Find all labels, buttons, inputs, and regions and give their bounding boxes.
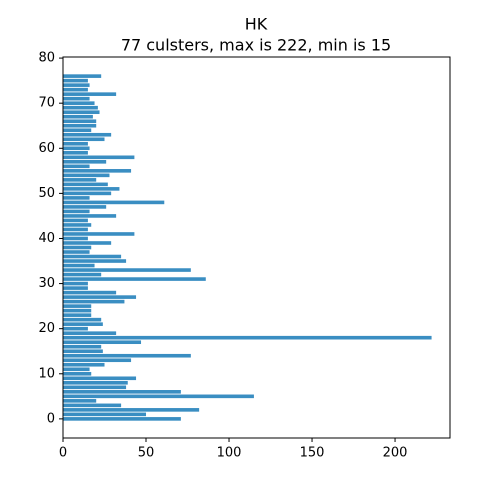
bar [63,344,102,349]
bar [63,214,117,218]
bar [63,74,102,78]
bar [63,281,88,286]
bar [63,250,90,254]
y-tick-label: 70 [38,96,55,111]
x-tick-label: 100 [217,446,242,461]
bar [63,160,107,164]
bar [63,173,110,178]
bar [63,295,137,299]
bar [63,218,88,223]
y-tick-label: 80 [38,51,55,66]
bar [63,390,181,394]
bar [63,403,122,408]
y-tick-label: 50 [38,186,55,201]
x-tick-label: 200 [383,446,408,461]
bar [63,331,117,335]
bar [63,308,92,313]
chart-subtitle: 77 culsters, max is 222, min is 15 [121,36,391,55]
bar [63,141,88,146]
bar [63,137,105,142]
bar [63,259,127,263]
bar [63,92,117,96]
bar [63,371,92,376]
bar [63,182,108,187]
bar [63,200,165,205]
bar [63,132,112,137]
bar [63,187,120,191]
y-tick-label: 30 [38,276,55,291]
bar [63,304,92,308]
bar [63,191,112,196]
bar [63,227,88,232]
bar [63,286,88,290]
bar [63,223,92,227]
y-tick-label: 20 [38,321,55,336]
bar [63,110,100,115]
bar [63,128,92,133]
bar [63,101,95,105]
x-tick-label: 50 [138,446,155,461]
bar [63,399,97,403]
chart-title: HK [245,15,268,34]
bar [63,114,93,119]
bar [63,412,147,417]
bar [63,87,88,92]
bar [63,353,191,358]
bar [63,394,254,399]
bar [63,196,90,200]
bar [63,245,92,250]
bar [63,272,102,277]
bar [63,367,90,372]
bar [63,209,90,214]
bar [63,277,206,281]
bar [63,317,102,322]
bar [63,123,97,128]
bar [63,376,137,381]
axes-frame [62,56,451,439]
bar [63,299,125,304]
bar [63,150,88,155]
bar [63,380,128,385]
bar [63,169,132,173]
bar [63,241,112,245]
bar [63,358,132,363]
bar [63,326,88,331]
bar [63,78,88,83]
y-tick-label: 40 [38,231,55,246]
bar [63,385,127,390]
bar [63,417,181,421]
bar [63,205,107,209]
bar [63,164,90,169]
bar [63,236,88,241]
bar [63,96,90,101]
bar [63,290,117,295]
bar [63,322,103,326]
bar [63,362,105,367]
x-tick-label: 150 [300,446,325,461]
bar [63,155,135,160]
bar [63,349,103,354]
bar [63,232,135,236]
bar [63,105,98,110]
bar [63,178,97,182]
y-tick-label: 60 [38,141,55,156]
bar [63,268,191,272]
y-tick-label: 10 [38,366,55,381]
y-tick-label: 0 [47,411,55,426]
bar [63,263,95,268]
bar [63,335,432,340]
bar [63,313,92,317]
bar [63,408,200,412]
bar [63,83,90,87]
bar [63,119,97,124]
x-tick-label: 0 [59,446,67,461]
bar [63,146,90,151]
bar [63,254,122,259]
bar [63,340,142,345]
